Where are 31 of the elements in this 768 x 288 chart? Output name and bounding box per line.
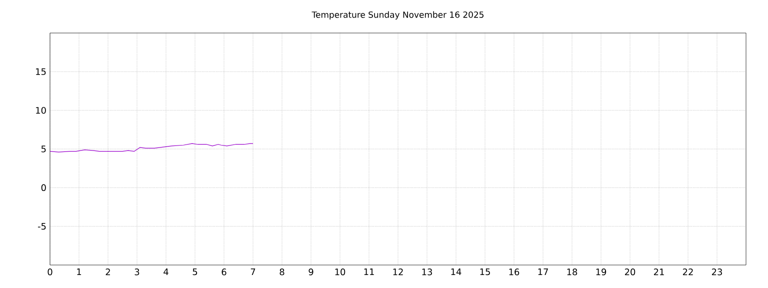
x-tick-label: 14 [451, 268, 462, 276]
x-tick-label: 16 [509, 268, 520, 276]
x-tick-label: 2 [106, 268, 110, 276]
y-tick-label: -5 [38, 223, 46, 230]
x-tick-label: 5 [192, 268, 198, 276]
x-tick-label: 4 [164, 268, 168, 276]
x-tick-label: 23 [712, 268, 722, 276]
chart-title: Temperature Sunday November 16 2025 [312, 11, 484, 20]
x-tick-label: 13 [422, 268, 432, 276]
y-tick-label: 0 [41, 184, 46, 192]
x-tick-label: 7 [250, 268, 256, 276]
x-tick-label: 8 [280, 268, 284, 276]
x-tick-label: 0 [48, 268, 52, 276]
x-tick-label: 10 [335, 268, 346, 276]
x-tick-label: 1 [77, 268, 82, 276]
x-tick-label: 19 [596, 268, 606, 276]
x-tick-label: 11 [364, 268, 374, 276]
x-tick-label: 22 [682, 268, 693, 276]
x-tick-label: 21 [654, 268, 664, 276]
y-tick-label: 15 [36, 68, 46, 75]
x-tick-label: 18 [567, 268, 578, 276]
x-tick-label: 17 [538, 268, 548, 276]
y-tick-label: 10 [36, 106, 46, 114]
line-series [50, 143, 254, 152]
x-tick-label: 20 [624, 268, 636, 276]
x-tick-label: 9 [308, 268, 314, 276]
x-tick-label: 3 [134, 268, 140, 276]
x-tick-label: 12 [393, 268, 403, 276]
y-tick-label: 5 [41, 146, 46, 152]
x-tick-label: 15 [480, 268, 490, 276]
x-tick-label: 6 [222, 268, 226, 276]
